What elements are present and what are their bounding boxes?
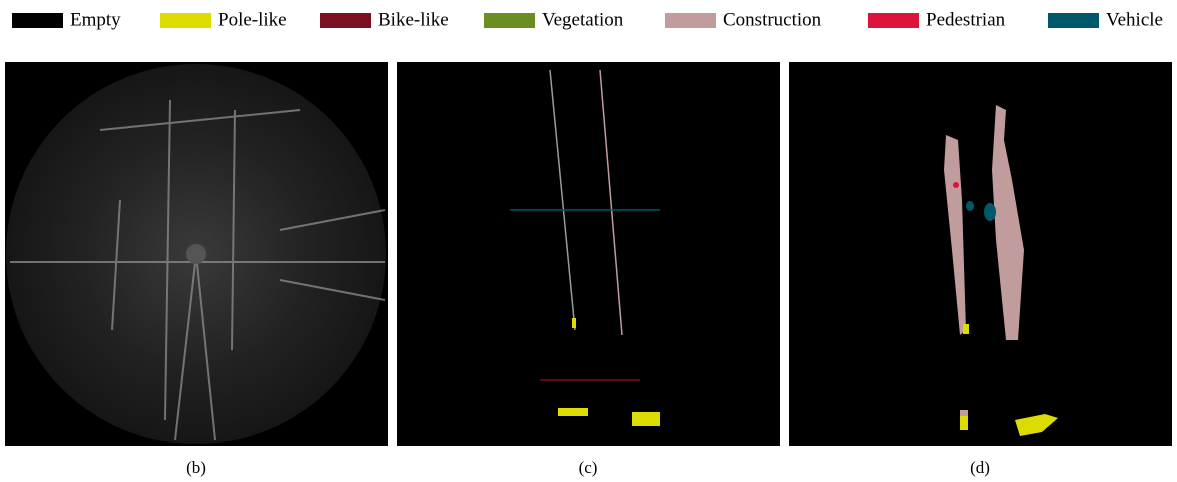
legend-swatch xyxy=(320,13,371,28)
legend-label: Pedestrian xyxy=(926,9,1006,30)
panel-caption: (d) xyxy=(970,458,990,477)
legend: Empty Pole-like Bike-like Vegetation Constru… xyxy=(12,9,1163,30)
panel-d-image xyxy=(789,62,1172,446)
legend-label: Pole-like xyxy=(218,9,287,30)
legend-swatch xyxy=(665,13,716,28)
panel-caption: (c) xyxy=(579,458,598,477)
legend-swatch xyxy=(160,13,211,28)
legend-label: Empty xyxy=(70,9,121,30)
legend-swatch xyxy=(12,13,63,28)
legend-label: Vehicle xyxy=(1106,9,1163,30)
legend-swatch xyxy=(1048,13,1099,28)
figure: Empty Pole-like Bike-like Vegetation Constru… xyxy=(0,0,1177,482)
panel-caption: (b) xyxy=(186,458,206,477)
legend-swatch xyxy=(484,13,535,28)
legend-label: Bike-like xyxy=(378,9,449,30)
legend-label: Vegetation xyxy=(542,9,624,30)
legend-swatch xyxy=(868,13,919,28)
panel-c-image xyxy=(397,62,780,446)
panel-b-image xyxy=(5,62,388,446)
legend-label: Construction xyxy=(723,9,822,30)
